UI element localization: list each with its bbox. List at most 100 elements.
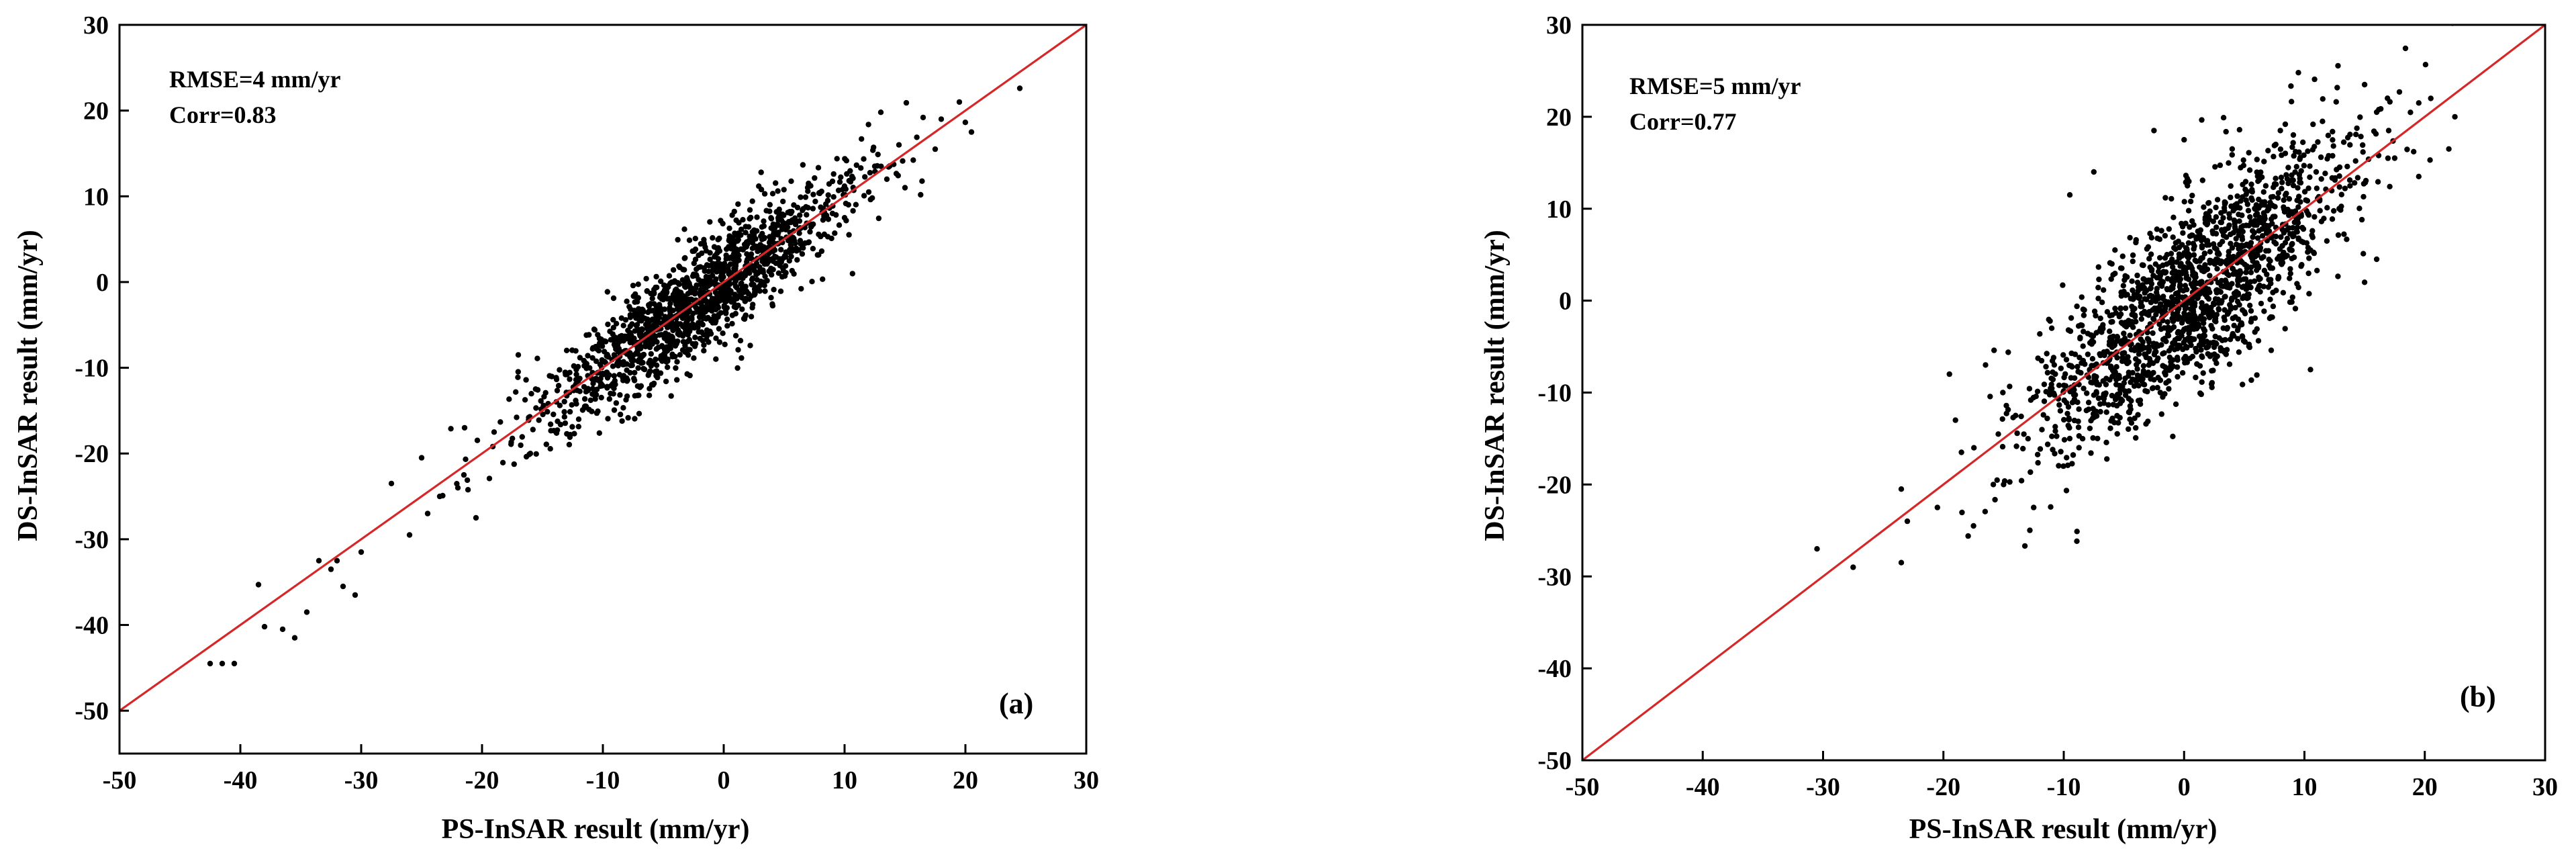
- data-point-b-791: [2050, 355, 2057, 361]
- y-tick-label-a-5: 0: [96, 269, 109, 297]
- data-point-b-1505: [2217, 345, 2224, 351]
- data-point-b-81: [2262, 183, 2269, 189]
- data-point-a-1339: [919, 178, 925, 184]
- data-point-a-1521: [473, 514, 479, 521]
- data-point-a-1239: [734, 232, 741, 238]
- y-tick-label-a-8: 30: [83, 11, 109, 40]
- data-point-a-793: [849, 271, 856, 277]
- data-point-a-1280: [646, 360, 652, 366]
- data-point-b-1154: [2175, 309, 2181, 315]
- data-point-b-889: [2170, 340, 2176, 347]
- data-point-a-1412: [661, 353, 667, 359]
- data-point-a-797: [514, 414, 520, 420]
- data-point-b-1492: [2222, 277, 2228, 283]
- data-point-a-1448: [735, 201, 741, 208]
- data-point-b-1468: [2185, 324, 2192, 330]
- data-point-b-1705: [1934, 504, 1940, 510]
- data-point-b-750: [2281, 197, 2287, 204]
- data-point-a-1379: [657, 332, 663, 338]
- data-point-b-1495: [2162, 270, 2168, 276]
- data-point-a-1316: [542, 390, 548, 396]
- data-point-b-1727: [2391, 155, 2398, 161]
- data-point-a-593: [729, 212, 735, 218]
- data-point-b-1619: [2347, 183, 2353, 189]
- data-point-b-1718: [2151, 128, 2157, 134]
- data-point-a-558: [792, 222, 799, 228]
- x-tick-label-b-5: 0: [2178, 773, 2191, 801]
- data-point-a-801: [667, 300, 673, 307]
- data-point-b-1270: [2143, 354, 2149, 361]
- data-point-a-1266: [768, 216, 775, 222]
- data-point-b-144: [2130, 258, 2136, 265]
- data-point-a-1072: [461, 424, 468, 431]
- x-tick-label-a-2: -30: [344, 766, 379, 795]
- data-point-b-1704: [1904, 518, 1911, 525]
- data-point-a-577: [769, 271, 775, 278]
- data-point-a-764: [590, 380, 596, 387]
- data-point-b-929: [2130, 287, 2136, 294]
- data-point-b-1711: [2001, 482, 2007, 488]
- data-point-b-1065: [2122, 305, 2129, 312]
- data-point-a-663: [513, 389, 519, 395]
- data-point-b-428: [2189, 192, 2195, 199]
- data-point-a-197: [729, 320, 735, 327]
- data-point-a-1314: [684, 318, 690, 324]
- data-point-b-905: [2228, 183, 2234, 189]
- data-point-b-1378: [2162, 298, 2168, 304]
- data-point-a-1139: [579, 407, 586, 413]
- data-point-b-1284: [2060, 463, 2066, 469]
- data-point-b-532: [2320, 96, 2326, 102]
- data-point-a-1129: [683, 275, 690, 281]
- data-point-b-124: [2079, 294, 2085, 300]
- data-point-b-157: [2306, 291, 2312, 297]
- data-point-b-830: [2065, 422, 2071, 428]
- data-point-b-1596: [1990, 482, 1997, 488]
- data-point-a-1486: [534, 355, 540, 361]
- data-point-a-1459: [596, 378, 603, 384]
- data-point-b-1732: [2452, 114, 2458, 120]
- data-point-a-1036: [655, 374, 661, 381]
- data-point-b-638: [2139, 310, 2145, 317]
- data-point-a-407: [781, 187, 787, 193]
- data-point-b-1628: [2191, 323, 2197, 329]
- data-point-a-1301: [740, 246, 747, 253]
- data-point-b-1058: [2130, 252, 2136, 259]
- data-point-b-1630: [2115, 395, 2121, 401]
- data-point-b-1477: [2235, 290, 2242, 296]
- data-point-b-1474: [2236, 349, 2242, 355]
- data-point-a-1440: [630, 357, 637, 363]
- data-point-b-1677: [2175, 314, 2181, 320]
- data-point-b-678: [2166, 386, 2172, 392]
- data-point-b-1641: [2168, 294, 2175, 300]
- data-point-b-1574: [2193, 345, 2199, 352]
- data-point-b-1512: [2404, 146, 2410, 152]
- data-point-a-533: [777, 288, 784, 294]
- data-point-b-1272: [2168, 278, 2175, 284]
- data-point-b-509: [2107, 328, 2113, 334]
- data-point-b-1316: [2311, 144, 2318, 150]
- data-point-b-246: [2133, 239, 2139, 246]
- data-point-b-1676: [2218, 210, 2224, 216]
- data-point-a-52: [861, 156, 867, 162]
- data-point-b-1365: [2204, 344, 2211, 351]
- data-point-b-981: [2378, 105, 2384, 112]
- data-point-a-1319: [808, 224, 814, 230]
- data-point-a-1509: [328, 566, 334, 572]
- data-point-a-281: [788, 253, 794, 260]
- data-point-b-1714: [2048, 325, 2055, 331]
- data-point-b-1666: [2159, 310, 2165, 316]
- data-point-a-1190: [736, 287, 743, 294]
- data-point-a-1151: [708, 330, 714, 337]
- data-point-b-562: [2108, 276, 2114, 282]
- data-point-b-1261: [2360, 193, 2367, 200]
- data-point-a-1071: [861, 193, 867, 199]
- y-tick-label-a-4: -10: [75, 355, 109, 383]
- data-point-b-926: [2109, 415, 2115, 422]
- data-point-a-1446: [585, 386, 591, 392]
- data-point-b-1308: [2249, 251, 2255, 257]
- data-point-b-828: [2336, 173, 2342, 179]
- data-point-a-1336: [664, 333, 670, 340]
- data-point-b-467: [2091, 308, 2098, 314]
- data-point-a-1272: [745, 241, 751, 247]
- data-point-a-302: [794, 257, 800, 263]
